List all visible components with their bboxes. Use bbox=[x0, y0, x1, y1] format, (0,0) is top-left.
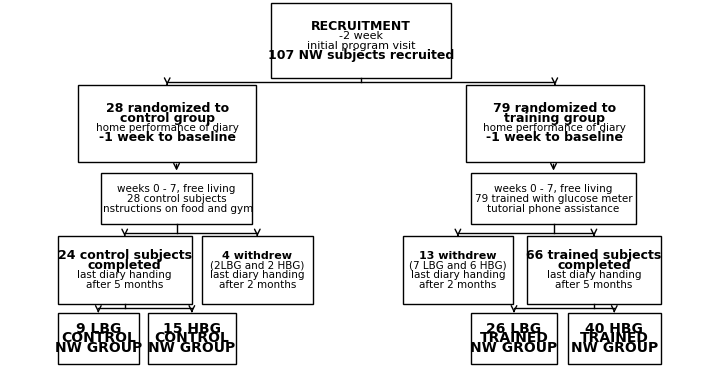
Bar bbox=[527, 236, 661, 304]
Text: NW GROUP: NW GROUP bbox=[570, 341, 658, 355]
Bar bbox=[403, 236, 513, 304]
Text: tutorial phone assistance: tutorial phone assistance bbox=[487, 204, 619, 214]
Text: NW GROUP: NW GROUP bbox=[148, 341, 235, 355]
Text: 107 NW subjects recruited: 107 NW subjects recruited bbox=[268, 49, 454, 62]
Text: CONTROL: CONTROL bbox=[155, 331, 230, 345]
Text: home performance of diary: home performance of diary bbox=[96, 123, 239, 133]
Text: after 2 months: after 2 months bbox=[419, 280, 497, 290]
Text: 66 trained subjects: 66 trained subjects bbox=[526, 249, 661, 262]
Text: weeks 0 - 7, free living: weeks 0 - 7, free living bbox=[495, 184, 613, 194]
Text: 28 randomized to: 28 randomized to bbox=[105, 102, 229, 115]
Text: 15 HBG: 15 HBG bbox=[163, 322, 221, 335]
Text: after 5 months: after 5 months bbox=[555, 280, 632, 290]
Text: 79 randomized to: 79 randomized to bbox=[493, 102, 617, 115]
Bar bbox=[148, 313, 236, 364]
Text: 26 LBG: 26 LBG bbox=[487, 322, 542, 335]
Bar bbox=[567, 313, 661, 364]
Text: (7 LBG and 6 HBG): (7 LBG and 6 HBG) bbox=[409, 260, 507, 270]
Text: -1 week to baseline: -1 week to baseline bbox=[99, 131, 235, 144]
Text: last diary handing: last diary handing bbox=[77, 270, 172, 280]
Text: 28 control subjects: 28 control subjects bbox=[127, 194, 227, 204]
Bar bbox=[271, 3, 451, 78]
Text: training group: training group bbox=[504, 112, 605, 125]
Text: 24 control subjects: 24 control subjects bbox=[58, 249, 192, 262]
Text: control group: control group bbox=[120, 112, 214, 125]
Bar bbox=[471, 313, 557, 364]
Text: CONTROL: CONTROL bbox=[61, 331, 136, 345]
Text: completed: completed bbox=[88, 259, 162, 272]
Text: after 5 months: after 5 months bbox=[86, 280, 163, 290]
Text: last diary handing: last diary handing bbox=[547, 270, 641, 280]
Text: completed: completed bbox=[557, 259, 631, 272]
Text: initial program visit: initial program visit bbox=[307, 41, 415, 51]
Text: TRAINED: TRAINED bbox=[580, 331, 649, 345]
Bar bbox=[101, 174, 252, 224]
Text: 79 trained with glucose meter: 79 trained with glucose meter bbox=[474, 194, 632, 204]
Text: last diary handing: last diary handing bbox=[411, 270, 505, 280]
Text: last diary handing: last diary handing bbox=[210, 270, 305, 280]
Text: TRAINED: TRAINED bbox=[479, 331, 549, 345]
Bar bbox=[471, 174, 636, 224]
Text: instructions on food and gym: instructions on food and gym bbox=[100, 204, 253, 214]
Bar bbox=[202, 236, 313, 304]
Text: home performance of diary: home performance of diary bbox=[483, 123, 626, 133]
Bar bbox=[466, 85, 644, 162]
Text: (2LBG and 2 HBG): (2LBG and 2 HBG) bbox=[210, 260, 305, 270]
Text: RECRUITMENT: RECRUITMENT bbox=[311, 20, 411, 33]
Text: 9 LBG: 9 LBG bbox=[76, 322, 121, 335]
Text: 40 HBG: 40 HBG bbox=[586, 322, 643, 335]
Text: NW GROUP: NW GROUP bbox=[470, 341, 557, 355]
Text: 4 withdrew: 4 withdrew bbox=[222, 251, 292, 261]
Bar bbox=[58, 313, 139, 364]
Text: NW GROUP: NW GROUP bbox=[55, 341, 142, 355]
Text: -2 week: -2 week bbox=[339, 31, 383, 41]
Text: after 2 months: after 2 months bbox=[219, 280, 296, 290]
Text: weeks 0 - 7, free living: weeks 0 - 7, free living bbox=[118, 184, 236, 194]
Bar bbox=[58, 236, 192, 304]
Bar bbox=[78, 85, 256, 162]
Text: -1 week to baseline: -1 week to baseline bbox=[487, 131, 623, 144]
Text: 13 withdrew: 13 withdrew bbox=[419, 251, 497, 261]
